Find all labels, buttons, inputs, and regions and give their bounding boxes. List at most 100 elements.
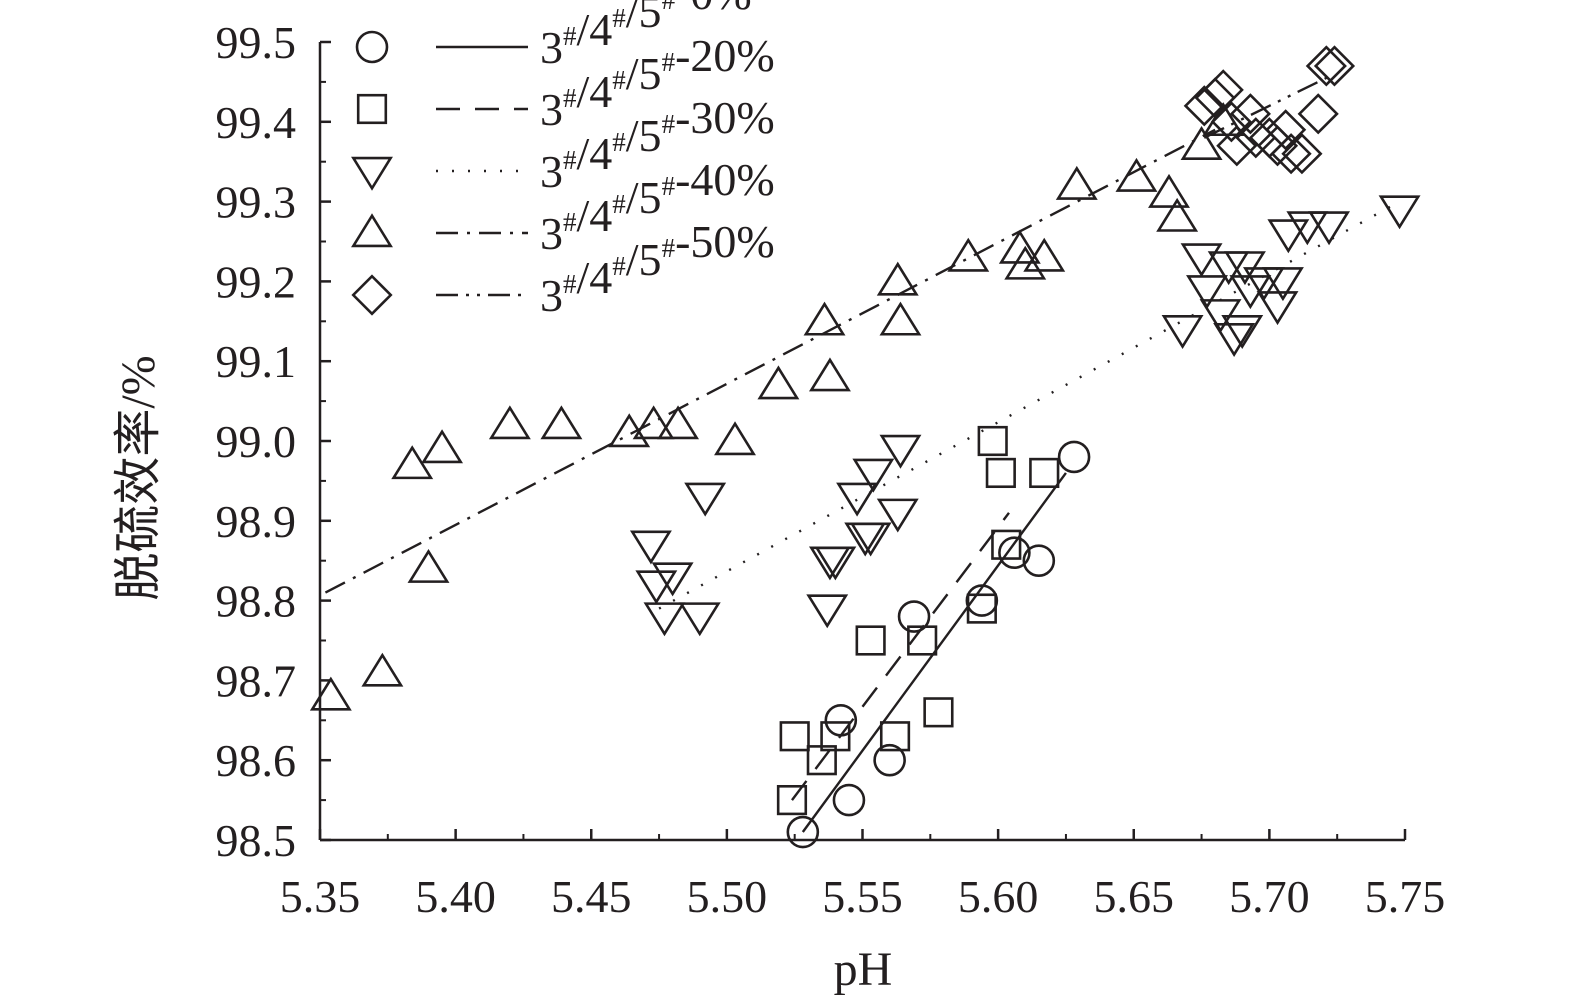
data-point [1267,219,1310,254]
data-point [1305,45,1347,87]
fit-line [1203,72,1336,139]
y-tick-label: 99.4 [216,97,297,148]
fit-lines [324,72,1401,833]
x-tick-label: 5.60 [958,871,1039,922]
fit-line [791,512,1010,801]
data-point [407,548,450,583]
y-tick-label: 99.1 [216,336,297,387]
y-tick-label: 98.7 [216,655,297,706]
legend-marker [351,274,393,316]
data-point [309,676,352,711]
data-point [1286,211,1329,246]
x-tick-label: 5.45 [551,871,632,922]
y-tick-label: 99.2 [216,256,297,307]
y-tick-label: 98.8 [216,576,297,627]
data-point [1270,133,1312,175]
data-point [1180,243,1223,278]
data-point [808,357,851,392]
x-tick-label: 5.65 [1094,871,1175,922]
data-point [806,594,849,629]
data-point [632,405,675,440]
data-point [779,721,810,752]
data-point [1229,93,1271,135]
data-point [1297,93,1339,135]
data-points [309,45,1421,849]
data-point [985,457,1016,489]
data-point [966,593,997,624]
x-tick-label: 5.40 [415,871,496,922]
data-point [849,522,892,557]
x-tick-label: 5.35 [280,871,361,922]
legend-label: 3#/4#/5#-40% [540,154,775,259]
data-point [714,421,756,456]
data-point [488,405,531,440]
y-tick-label: 98.6 [216,735,297,786]
data-point [923,697,954,728]
data-point [1004,245,1047,280]
data-point [820,721,851,752]
data-point [651,562,694,597]
y-tick-label: 98.9 [216,496,297,547]
data-point [991,529,1022,560]
data-point [1308,211,1351,246]
data-point [824,703,858,737]
data-point [1148,173,1190,208]
legend-label: 3#/4#/5#-0% [540,0,752,73]
fit-line [801,472,1067,833]
data-point [657,405,700,440]
data-point [540,405,583,440]
data-point [873,743,906,777]
data-point [786,815,820,849]
data-point [1029,457,1060,489]
data-point [1180,126,1223,160]
data-point [1281,133,1323,175]
legend-label: 3#/4#/5#-20% [540,30,775,135]
data-point [832,783,866,817]
data-point [1210,101,1252,143]
data-point [1057,440,1091,474]
data-point [879,721,911,752]
data-point [635,570,678,605]
data-point [421,429,464,464]
data-point [1261,267,1304,302]
x-tick-label: 5.55 [822,871,903,922]
data-point [803,301,846,336]
data-point [879,434,922,469]
fit-line [324,128,1216,594]
y-tick-label: 99.3 [216,177,297,228]
data-point [1183,85,1225,127]
data-point [879,301,922,336]
y-tick-label: 99.0 [216,416,297,467]
data-point [855,625,886,656]
data-point [1115,157,1158,192]
data-point [1216,125,1258,167]
data-point [836,482,879,517]
data-point [1221,315,1264,350]
data-point [814,546,857,581]
legend-label: 3#/4#/5#-50% [540,216,775,321]
data-point [1055,165,1098,200]
data-point [1265,109,1307,151]
data-point [776,784,808,816]
data-point [684,482,727,517]
legend-marker [351,156,393,191]
data-point [629,530,672,565]
y-axis-title: 脱硫效率/% [112,355,165,600]
data-point [947,237,990,272]
legend-label: 3#/4#/5#-30% [540,92,775,197]
data-point [1256,125,1299,167]
legend-marker [355,30,389,64]
data-point [1213,323,1256,357]
data-point [1194,77,1236,119]
data-point [1378,195,1421,230]
data-point [1186,275,1228,310]
data-point [757,365,800,400]
x-tick-label: 5.70 [1229,871,1310,922]
legend-marker [351,213,393,248]
x-tick-label: 5.50 [687,871,768,922]
y-tick-label: 98.5 [216,815,297,866]
x-axis-title: pH [834,943,893,996]
data-point [678,602,721,637]
